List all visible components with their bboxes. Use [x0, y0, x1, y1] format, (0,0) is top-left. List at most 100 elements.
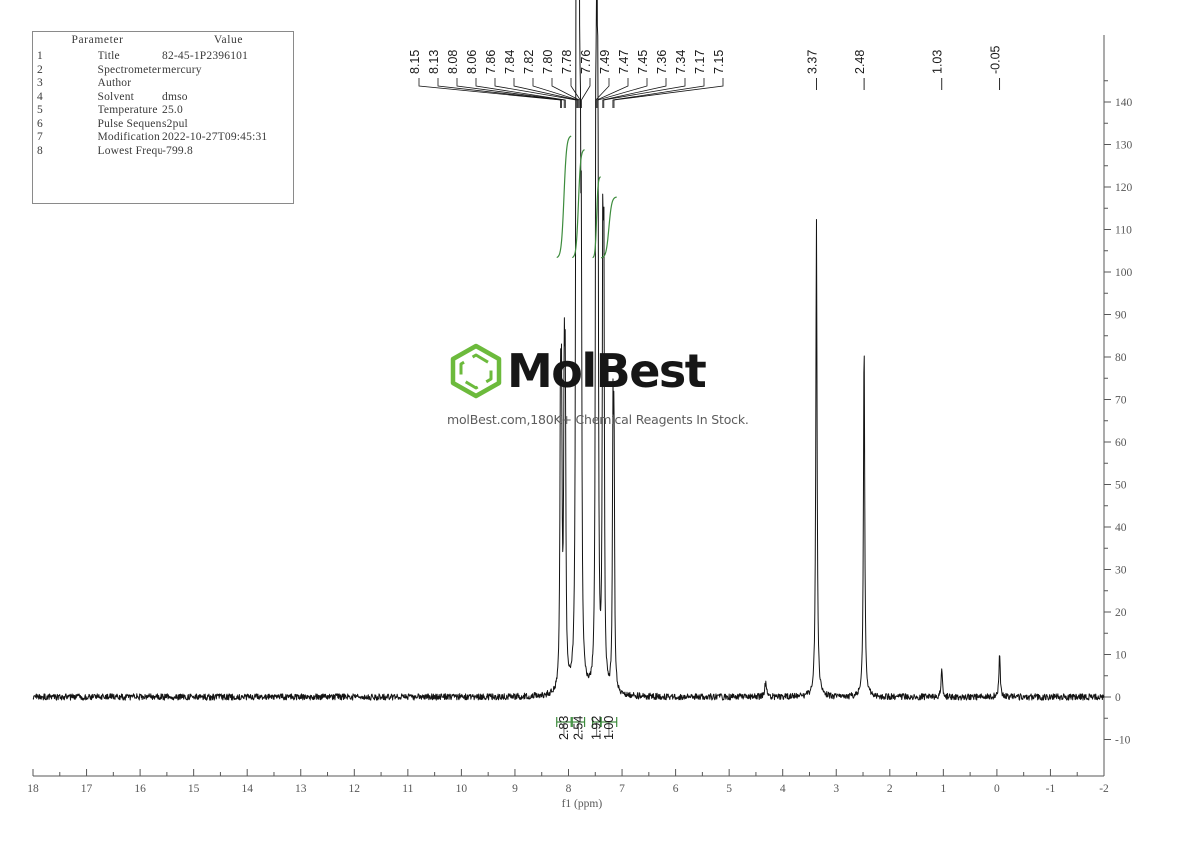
y-axis-tick-label: 140 — [1115, 97, 1133, 109]
peak-leader-line — [418, 78, 561, 108]
x-axis-tick-label: 14 — [241, 783, 253, 795]
peak-leader-line — [612, 78, 705, 108]
parameter-row-index: 3 — [37, 77, 43, 89]
x-axis-tick-label: 18 — [27, 783, 39, 795]
x-axis-tick-label: 8 — [566, 783, 572, 795]
x-axis-tick-label: 11 — [402, 783, 413, 795]
x-axis-tick-label: 13 — [295, 783, 307, 795]
parameter-table-grid: Parameter Value 1 Title 82-45-1P2396101 2 Sp… — [33, 32, 295, 158]
x-axis-tick-label: 1 — [940, 783, 946, 795]
y-axis-tick-label: 40 — [1115, 522, 1127, 534]
parameter-row: 3 Author — [33, 77, 295, 91]
parameter-row-name: Lowest Frequency — [97, 144, 163, 157]
peak-label: 1.03 — [931, 50, 945, 74]
parameter-row-index: 5 — [37, 104, 43, 116]
parameter-row-name: Title — [97, 50, 120, 62]
x-axis-tick-label: 7 — [619, 783, 625, 795]
y-axis-tick-label: 0 — [1115, 692, 1121, 704]
x-axis-tick-label: 16 — [134, 783, 146, 795]
integral-curve — [572, 149, 585, 259]
parameter-row-value: dmso — [162, 90, 188, 103]
peak-label-group: 8.15 8.13 8.08 8.06 7.86 7.84 7.82 7.80 7.78 7.76… — [408, 45, 1003, 108]
peak-leader-line — [437, 78, 562, 108]
y-axis-tick-label: 20 — [1115, 607, 1127, 619]
peak-label: 7.49 — [598, 50, 612, 74]
peak-label: 7.15 — [712, 50, 726, 74]
y-axis-tick-label: 110 — [1115, 225, 1132, 237]
parameter-col-header: Parameter — [71, 34, 124, 46]
parameter-row-value: -799.8 — [162, 144, 193, 157]
peak-label: 8.15 — [408, 50, 422, 74]
y-axis-tick-label: 60 — [1115, 437, 1127, 449]
integral-curve — [592, 176, 601, 259]
peak-label: 7.45 — [636, 50, 650, 74]
peak-label: 7.76 — [579, 50, 593, 74]
y-axis-tick-label: 10 — [1115, 650, 1127, 662]
parameter-row: 6 Pulse Sequences2pul — [33, 118, 295, 132]
x-axis-tick-label: 10 — [456, 783, 468, 795]
peak-label: 7.86 — [484, 50, 498, 74]
x-axis: 18 17 16 15 14 13 12 11 10 9 8 7 6 5 4 3 2 1 0 -1 -2f1 (ppm) — [27, 769, 1109, 810]
parameter-row-name: Modification Date — [97, 131, 163, 143]
x-axis-tick-label: 12 — [349, 783, 361, 795]
integral-value-label: 2.54 — [571, 716, 585, 740]
peak-leader-line — [513, 78, 578, 108]
peak-leader-line — [596, 78, 629, 108]
y-axis-tick-label: 70 — [1115, 395, 1127, 407]
integral-curve-group — [556, 135, 617, 259]
y-axis-tick-label: 120 — [1115, 182, 1133, 194]
x-axis-tick-label: 5 — [726, 783, 732, 795]
parameter-row-name: Solvent — [97, 90, 135, 103]
parameter-row-value: 25.0 — [162, 104, 183, 116]
peak-leader-line — [532, 78, 579, 108]
peak-leader-line — [597, 78, 648, 108]
peak-label: 7.80 — [541, 50, 555, 74]
parameter-row-value: mercury — [162, 63, 202, 76]
x-axis-tick-label: 6 — [673, 783, 679, 795]
peak-leader-line — [595, 78, 610, 108]
peak-label: 7.84 — [503, 50, 517, 74]
parameter-row-value — [162, 77, 295, 91]
y-axis-tick-label: -10 — [1115, 735, 1131, 747]
parameter-row-index: 1 — [37, 50, 43, 62]
parameter-row-value: s2pul — [162, 117, 188, 130]
peak-leader-line — [581, 78, 591, 108]
integral-value-label: 1.92 — [590, 716, 604, 740]
peak-label: 2.48 — [853, 50, 867, 74]
peak-label: 7.82 — [522, 50, 536, 74]
integral-bracket-group: 2.83 2.54 1.921.00 — [556, 716, 618, 740]
peak-leader-line — [613, 78, 724, 108]
x-axis-tick-label: 9 — [512, 783, 518, 795]
integral-curve — [601, 196, 617, 259]
parameter-row: 2 Spectrometer mercury — [33, 64, 295, 78]
peak-label: 7.17 — [693, 50, 707, 74]
integral-value-label: 1.00 — [602, 716, 616, 740]
parameter-table-body: 1 Title 82-45-1P2396101 2 Spectrometer mercur… — [33, 50, 295, 158]
parameter-row-name: Temperature — [97, 104, 158, 116]
parameter-row-name: Pulse Sequence — [97, 117, 163, 130]
parameter-row-index: 2 — [37, 63, 43, 76]
integral-value-label: 2.83 — [557, 716, 571, 740]
peak-label: 7.34 — [674, 50, 688, 74]
parameter-row-index: 8 — [37, 144, 43, 157]
y-axis-tick-label: 130 — [1115, 140, 1133, 152]
parameter-row-value: 2022-10-27T09:45:31 — [162, 131, 268, 143]
parameter-row-index: 7 — [37, 131, 43, 143]
parameter-row: 5 Temperature 25.0 — [33, 104, 295, 118]
y-axis-tick-label: 30 — [1115, 565, 1127, 577]
integral-curve — [556, 135, 572, 259]
peak-label: 3.37 — [805, 50, 819, 74]
peak-leader-line — [551, 78, 580, 108]
peak-label: 7.78 — [560, 50, 574, 74]
x-axis-title: f1 (ppm) — [562, 798, 603, 810]
peak-label: 7.36 — [655, 50, 669, 74]
x-axis-tick-label: 17 — [81, 783, 93, 795]
peak-label: 8.13 — [427, 50, 441, 74]
value-col-header: Value — [213, 34, 244, 46]
peak-label: 7.47 — [617, 50, 631, 74]
parameter-row-value: 82-45-1P2396101 — [162, 50, 249, 62]
parameter-row-index: 6 — [37, 117, 43, 130]
peak-leader-line — [494, 78, 577, 108]
